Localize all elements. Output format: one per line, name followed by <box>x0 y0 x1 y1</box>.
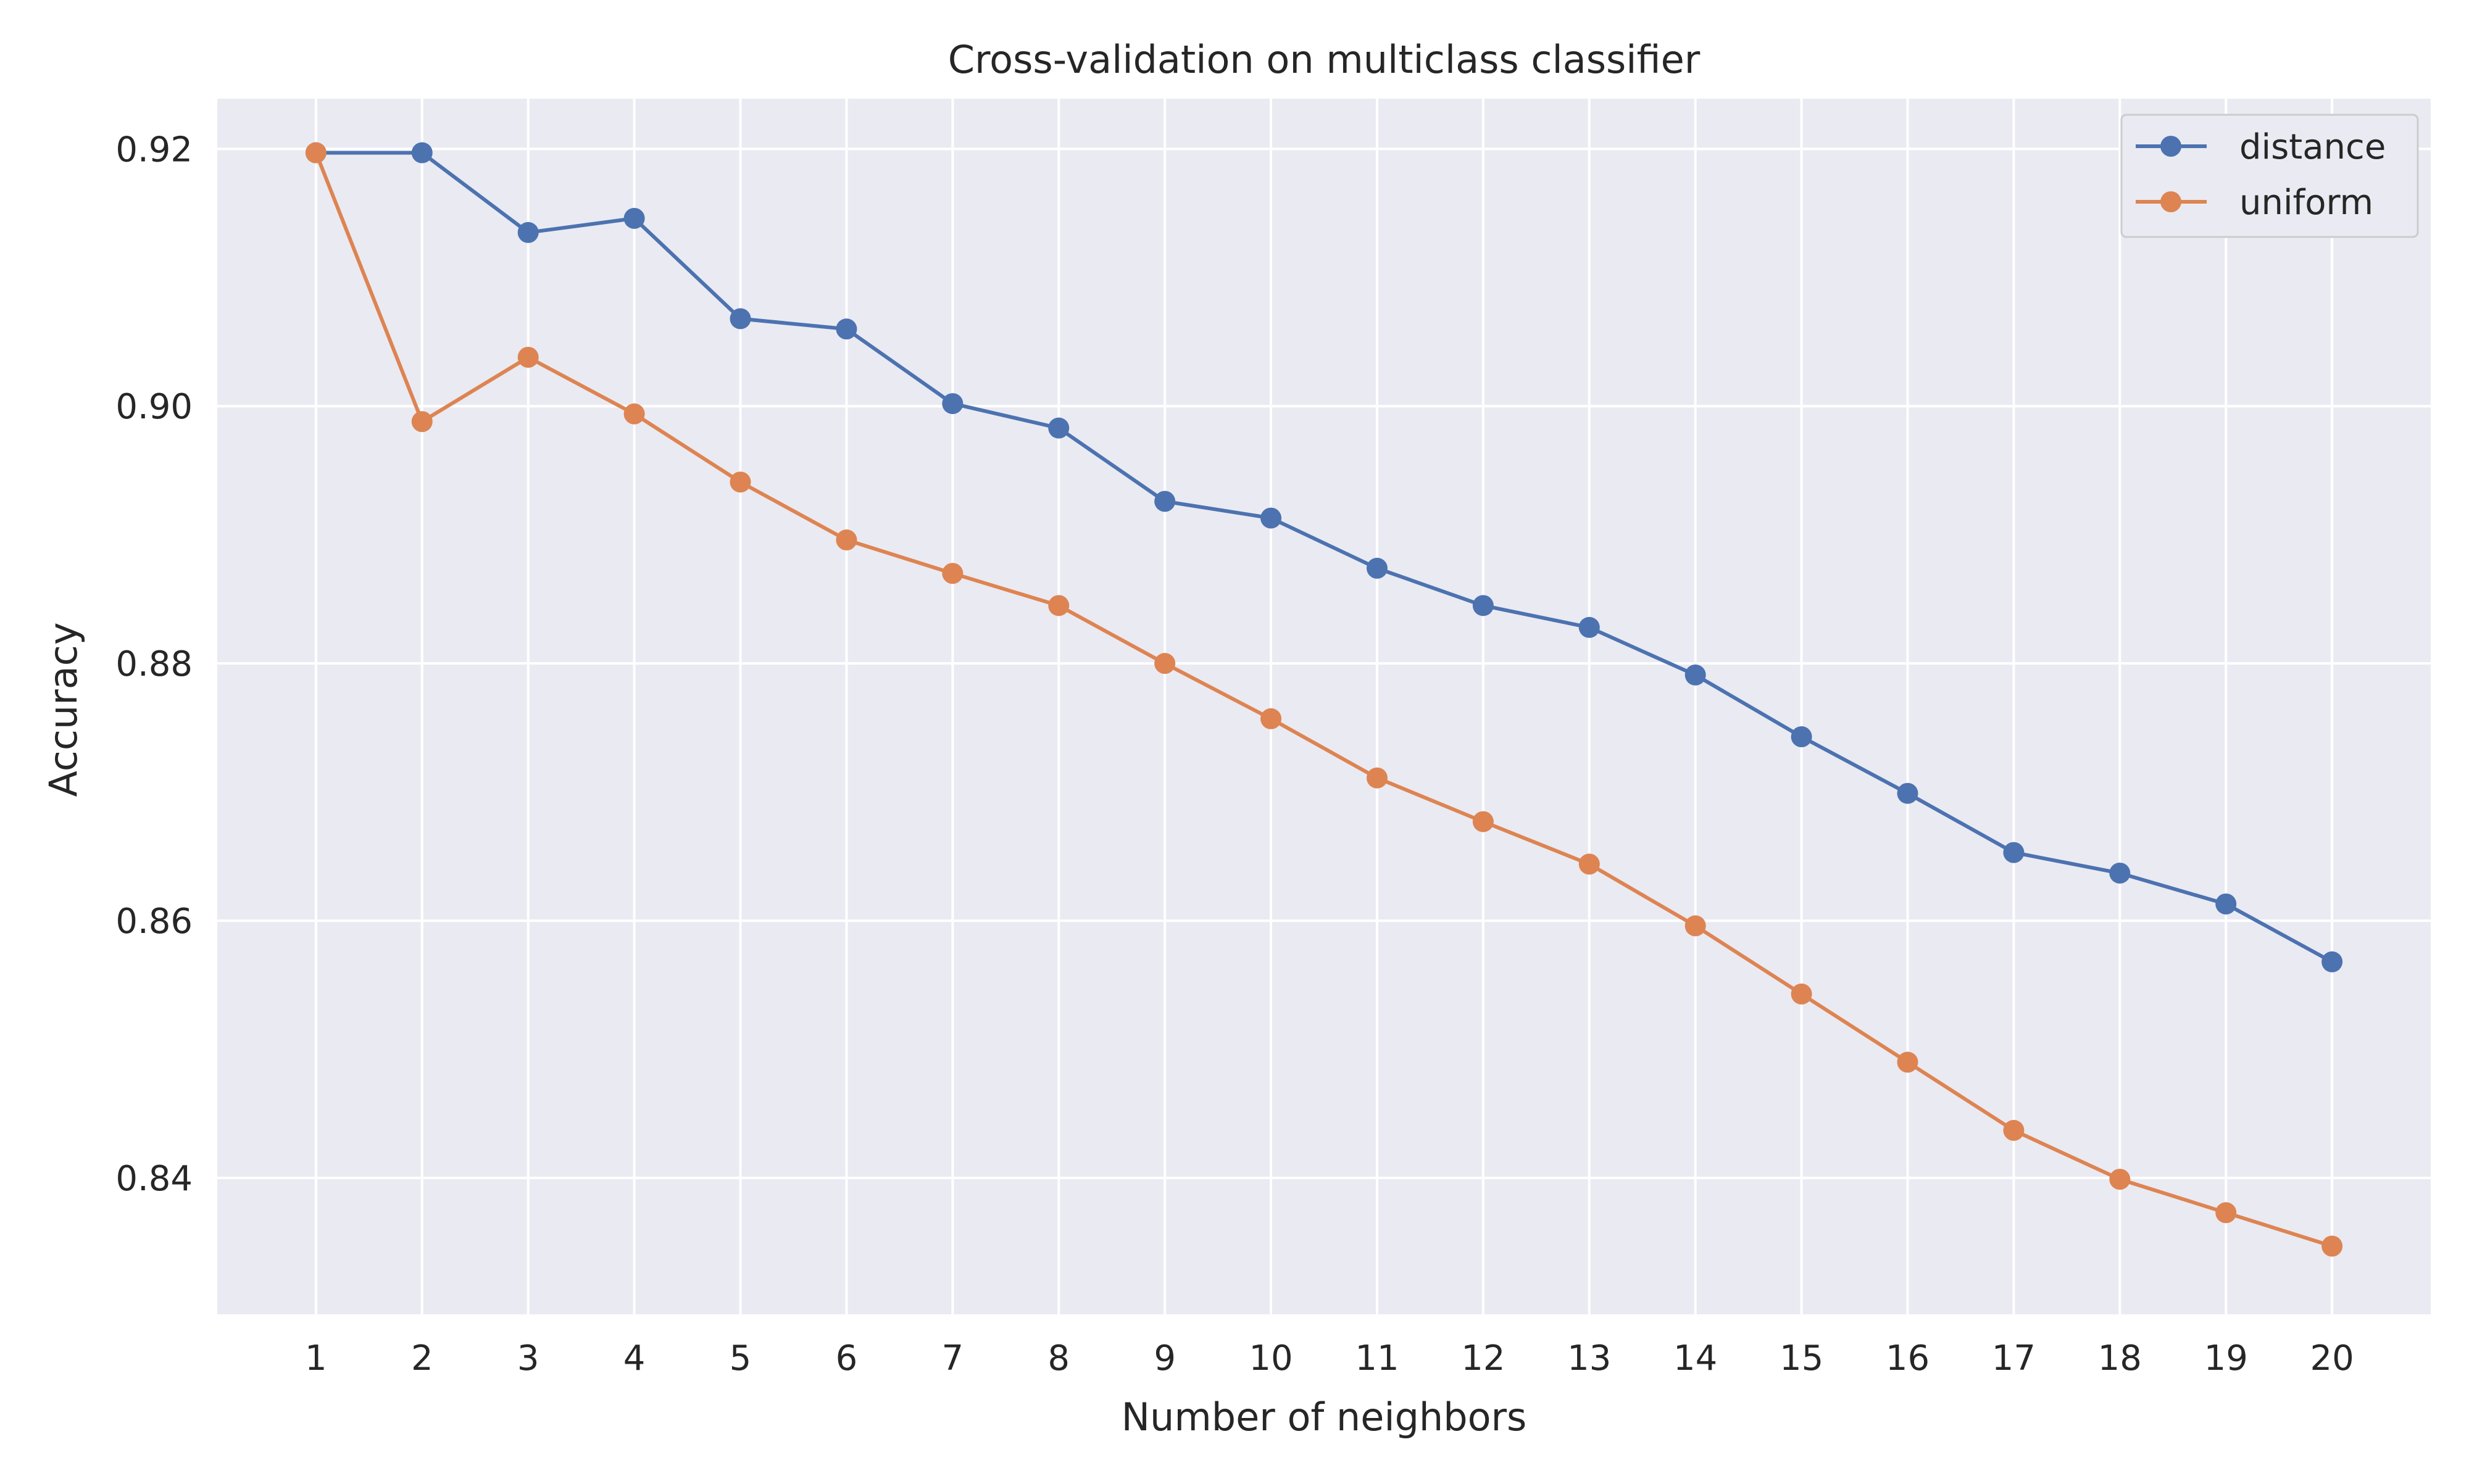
data-point-distance <box>836 318 857 340</box>
data-point-distance <box>2321 951 2343 972</box>
x-tick-label: 6 <box>836 1338 858 1378</box>
x-tick-label: 7 <box>942 1338 964 1378</box>
data-point-uniform <box>517 347 539 368</box>
data-point-distance <box>2215 893 2237 914</box>
data-point-distance <box>2109 862 2131 884</box>
x-tick-label: 13 <box>1567 1338 1611 1378</box>
data-point-uniform <box>1897 1051 1918 1073</box>
x-tick-label: 10 <box>1249 1338 1293 1378</box>
series-line-uniform <box>314 152 2333 1248</box>
data-point-distance <box>730 308 751 330</box>
data-point-uniform <box>1684 915 1706 937</box>
data-point-distance <box>1897 782 1918 804</box>
data-point-uniform <box>411 411 433 433</box>
legend-marker-distance <box>2160 136 2181 157</box>
data-point-distance <box>1048 417 1070 439</box>
data-point-distance <box>1472 595 1494 616</box>
data-point-uniform <box>1048 595 1070 616</box>
data-point-uniform <box>730 471 751 493</box>
data-point-uniform <box>2321 1235 2343 1257</box>
x-axis-label: Number of neighbors <box>1122 1395 1527 1440</box>
x-tick-label: 14 <box>1673 1338 1717 1378</box>
data-point-uniform <box>2003 1119 2025 1141</box>
data-point-uniform <box>1260 708 1282 729</box>
x-tick-label: 18 <box>2098 1338 2142 1378</box>
x-tick-label: 16 <box>1886 1338 1930 1378</box>
data-point-uniform <box>1791 983 1812 1005</box>
legend-label-uniform: uniform <box>2239 183 2373 223</box>
data-point-distance <box>1154 491 1176 512</box>
data-point-uniform <box>836 529 857 551</box>
data-point-uniform <box>1154 653 1176 674</box>
data-point-distance <box>1366 557 1388 579</box>
series-line-distance <box>315 151 2333 964</box>
data-point-uniform <box>1578 853 1600 875</box>
x-tick-label: 19 <box>2204 1338 2248 1378</box>
data-point-uniform <box>942 563 964 584</box>
data-point-uniform <box>1366 767 1388 789</box>
data-point-distance <box>517 222 539 243</box>
x-tick-label: 4 <box>623 1338 646 1378</box>
x-tick-label: 2 <box>411 1338 433 1378</box>
data-point-uniform <box>2215 1202 2237 1224</box>
data-point-distance <box>1684 664 1706 686</box>
plot-area <box>217 99 2431 1314</box>
x-tick-label: 8 <box>1047 1338 1070 1378</box>
data-point-uniform <box>305 142 327 164</box>
y-tick-label: 0.86 <box>115 902 193 942</box>
x-tick-label: 5 <box>730 1338 752 1378</box>
chart-title: Cross-validation on multiclass classifie… <box>948 37 1701 82</box>
x-tick-label: 1 <box>305 1338 327 1378</box>
data-point-distance <box>411 142 433 164</box>
legend-label-distance: distance <box>2239 127 2386 167</box>
x-tick-label: 11 <box>1355 1338 1399 1378</box>
data-point-distance <box>1260 507 1282 529</box>
x-tick-label: 17 <box>1992 1338 2036 1378</box>
y-tick-label: 0.90 <box>115 387 193 427</box>
legend-marker-uniform <box>2160 191 2181 212</box>
data-point-distance <box>2003 842 2025 863</box>
data-point-distance <box>623 207 645 229</box>
grid-lines <box>217 99 2431 1314</box>
x-tick-label: 12 <box>1461 1338 1505 1378</box>
x-tick-label: 20 <box>2310 1338 2354 1378</box>
data-point-uniform <box>2109 1169 2131 1190</box>
data-point-distance <box>1791 726 1812 747</box>
series-layer <box>305 142 2343 1257</box>
data-point-uniform <box>1472 811 1494 832</box>
x-tick-label: 3 <box>517 1338 539 1378</box>
y-tick-label: 0.88 <box>115 644 193 684</box>
data-point-uniform <box>623 403 645 425</box>
legend: distance uniform <box>2120 114 2419 238</box>
y-tick-label: 0.92 <box>115 130 193 170</box>
x-tick-label: 15 <box>1780 1338 1823 1378</box>
y-tick-label: 0.84 <box>115 1159 193 1199</box>
data-point-distance <box>942 393 964 415</box>
data-point-distance <box>1578 616 1600 638</box>
y-axis-label: Accuracy <box>41 622 86 797</box>
x-tick-label: 9 <box>1154 1338 1176 1378</box>
tick-labels: 1 2 3 4 5 6 7 8 9 10 11 12 13 14 15 16 17 18 19 200.840.860… <box>115 130 2354 1378</box>
